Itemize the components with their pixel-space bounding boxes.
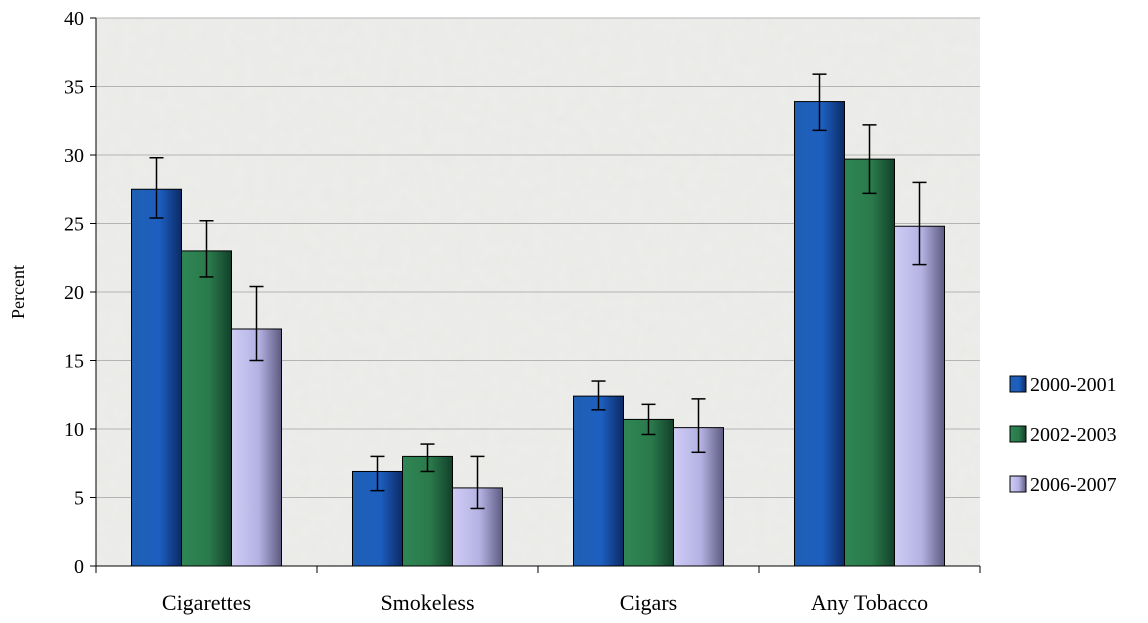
y-tick-label: 20 xyxy=(64,282,84,304)
x-category-label: Cigarettes xyxy=(162,590,251,615)
x-category-label: Any Tobacco xyxy=(811,590,928,615)
legend-label: 2000-2001 xyxy=(1030,374,1117,396)
bar xyxy=(844,158,895,567)
tick-labels: 0 5 10 15 20 25 30 35 40 Cigarettes Smokeless Cigar… xyxy=(64,8,928,615)
bar xyxy=(402,455,453,567)
legend-swatch xyxy=(1009,425,1027,443)
bar xyxy=(623,418,674,567)
y-tick-label: 15 xyxy=(64,351,84,373)
legend-label: 2006-2007 xyxy=(1030,474,1117,496)
bar xyxy=(181,250,232,567)
legend-swatch xyxy=(1009,475,1027,493)
x-category-label: Cigars xyxy=(620,590,677,615)
error-bars xyxy=(149,73,927,510)
legend-swatch xyxy=(1009,375,1027,393)
y-tick-label: 30 xyxy=(64,145,84,167)
legend: 2000-2001 2002-2003 2006-2007 xyxy=(1009,374,1117,496)
y-tick-label: 40 xyxy=(64,8,84,30)
bar xyxy=(573,395,624,567)
y-tick-label: 35 xyxy=(64,77,84,99)
x-category-label: Smokeless xyxy=(380,590,474,615)
legend-label: 2002-2003 xyxy=(1030,424,1117,446)
bar xyxy=(131,188,182,567)
y-axis-label: Percent xyxy=(8,265,28,319)
bar xyxy=(794,101,845,567)
bar xyxy=(231,328,282,567)
y-tick-label: 0 xyxy=(74,556,84,578)
bar xyxy=(894,225,945,567)
y-tick-label: 10 xyxy=(64,419,84,441)
y-tick-label: 25 xyxy=(64,214,84,236)
y-tick-label: 5 xyxy=(74,488,84,510)
